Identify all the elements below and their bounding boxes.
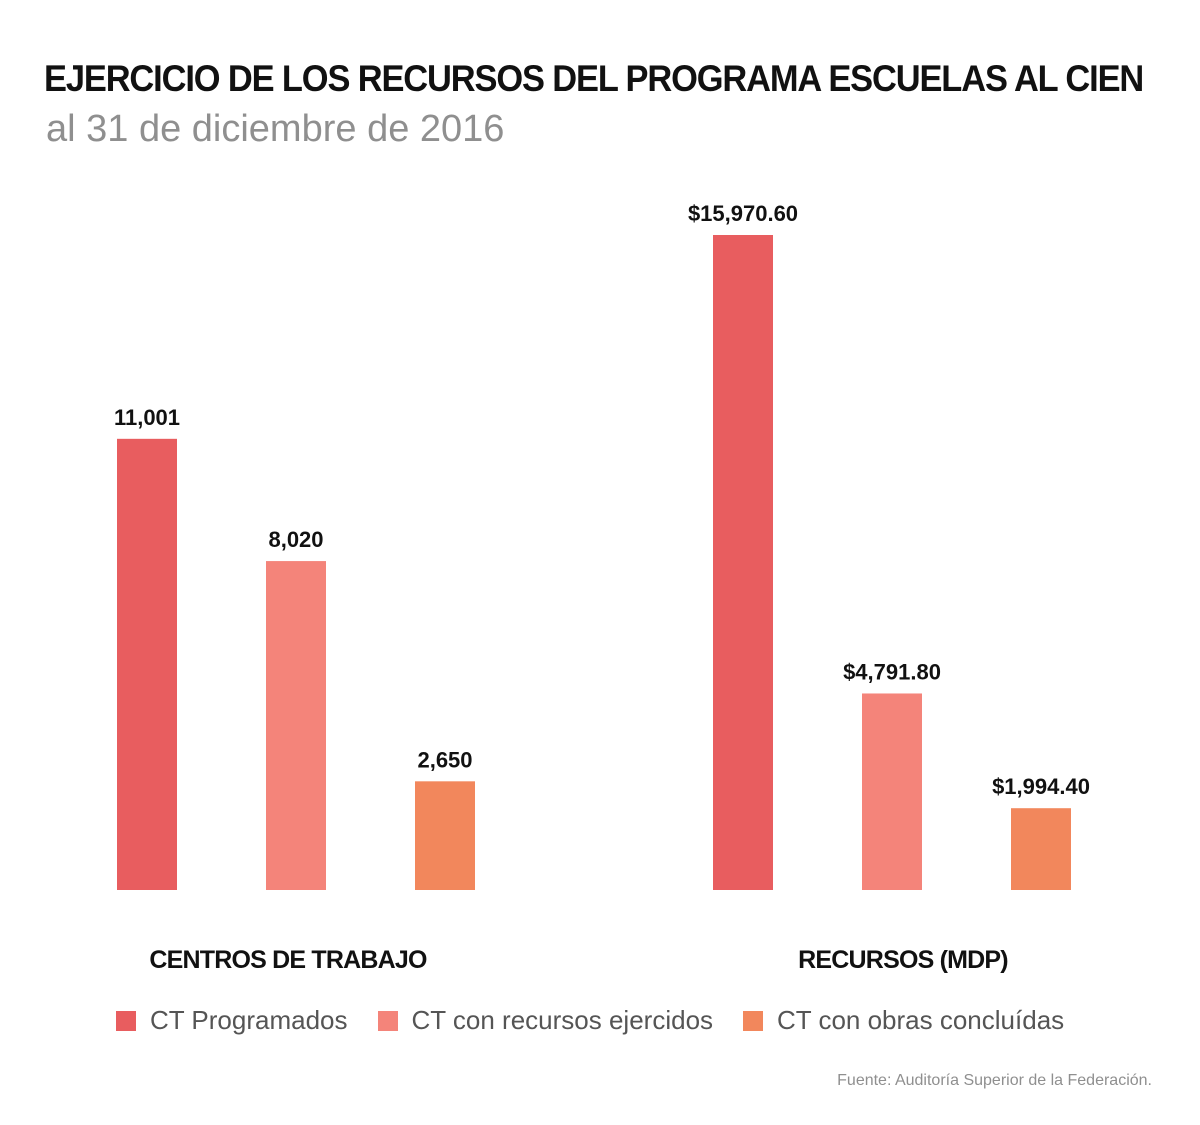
bar-centros-programados — [117, 438, 177, 890]
legend: CT Programados CT con recursos ejercidos… — [116, 1005, 1064, 1036]
bar-recursos-ejercidos — [862, 693, 922, 890]
legend-swatch-ejercidos — [377, 1010, 398, 1031]
bar-value-label: $4,791.80 — [843, 659, 941, 684]
bar-value-label: $15,970.60 — [688, 201, 798, 226]
legend-swatch-programados — [116, 1010, 136, 1031]
legend-item-ejercidos: CT con recursos ejercidos — [377, 1005, 714, 1036]
legend-label-concluidas: CT con obras concluídas — [777, 1005, 1065, 1035]
legend-item-programados: CT Programados — [116, 1005, 348, 1036]
bar-value-label: 11,001 — [114, 405, 180, 430]
bar-value-label: $1,994.40 — [992, 774, 1090, 799]
bar-centros-concluidas — [415, 781, 475, 890]
bar-recursos-concluidas — [1011, 808, 1071, 890]
legend-item-concluidas: CT con obras concluídas — [743, 1005, 1064, 1036]
chart-title: EJERCICIO DE LOS RECURSOS DEL PROGRAMA E… — [44, 58, 1144, 99]
legend-swatch-concluidas — [743, 1010, 764, 1031]
bar-centros-ejercidos — [266, 561, 326, 890]
group-label-recursos: RECURSOS (MDP) — [798, 946, 1008, 974]
legend-label-ejercidos: CT con recursos ejercidos — [411, 1005, 714, 1035]
source-note: Fuente: Auditoría Superior de la Federac… — [837, 1072, 1152, 1089]
chart-subtitle: al 31 de diciembre de 2016 — [46, 108, 505, 150]
bar-recursos-programados — [713, 235, 773, 890]
legend-label-programados: CT Programados — [150, 1005, 348, 1035]
bar-value-label: 8,020 — [268, 527, 323, 552]
bar-value-label: 2,650 — [417, 747, 472, 772]
group-label-centros: CENTROS DE TRABAJO — [149, 946, 427, 974]
